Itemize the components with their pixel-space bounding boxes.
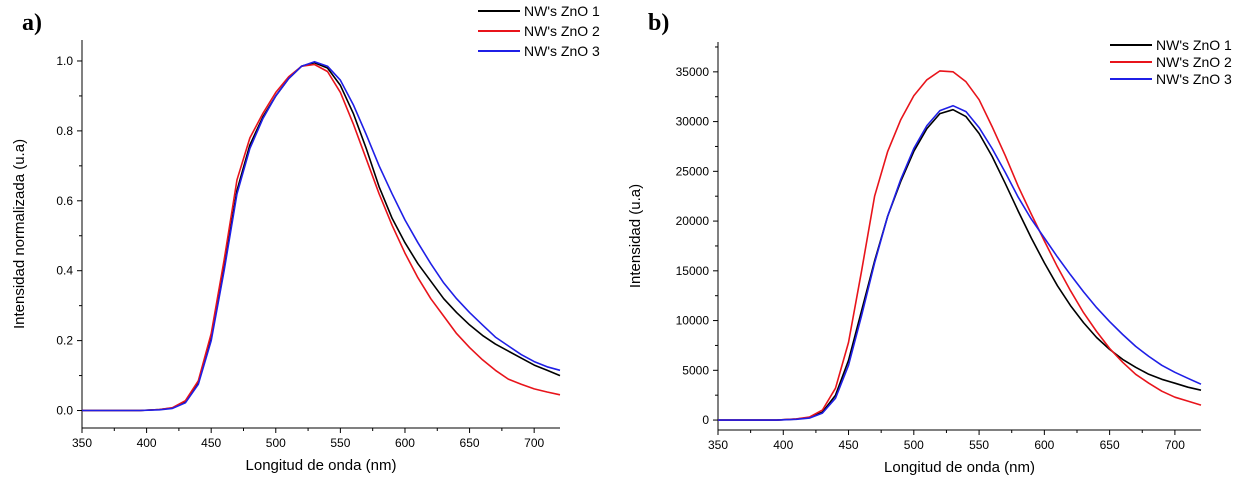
y-tick-label: 35000 bbox=[676, 65, 710, 79]
x-tick-label: 550 bbox=[969, 438, 989, 452]
x-tick-label: 650 bbox=[1100, 438, 1120, 452]
x-tick-label: 450 bbox=[839, 438, 859, 452]
y-axis-title: Intensidad (u.a) bbox=[627, 184, 644, 288]
x-tick-label: 450 bbox=[201, 436, 221, 450]
y-tick-label: 0.8 bbox=[56, 124, 73, 138]
series-line-2 bbox=[718, 70, 1202, 421]
x-tick-label: 550 bbox=[330, 436, 350, 450]
x-tick-label: 700 bbox=[524, 436, 544, 450]
y-tick-label: 0.2 bbox=[56, 334, 73, 348]
y-tick-label: 5000 bbox=[682, 363, 709, 377]
legend-label-1: NW's ZnO 1 bbox=[524, 3, 600, 19]
x-tick-label: 400 bbox=[137, 436, 157, 450]
y-tick-label: 20000 bbox=[676, 214, 710, 228]
x-tick-label: 700 bbox=[1165, 438, 1185, 452]
legend-label-1: NW's ZnO 1 bbox=[1156, 37, 1232, 53]
x-tick-label: 600 bbox=[395, 436, 415, 450]
legend: NW's ZnO 1NW's ZnO 2NW's ZnO 3 bbox=[1110, 37, 1232, 87]
series-line-1 bbox=[82, 61, 561, 412]
series-line-2 bbox=[82, 63, 561, 412]
y-tick-label: 0 bbox=[702, 413, 709, 427]
x-axis-title: Longitud de onda (nm) bbox=[246, 457, 397, 474]
x-tick-label: 600 bbox=[1034, 438, 1054, 452]
panel-letter: a) bbox=[22, 10, 42, 36]
y-tick-label: 30000 bbox=[676, 115, 710, 129]
x-axis-title: Longitud de onda (nm) bbox=[884, 459, 1035, 476]
legend-label-3: NW's ZnO 3 bbox=[524, 43, 600, 59]
y-tick-label: 15000 bbox=[676, 264, 710, 278]
x-tick-label: 350 bbox=[708, 438, 728, 452]
chart-panel-2: b) 350 400 450 500 550 600 650 700 0 5000 10000 1500… bbox=[627, 10, 1232, 476]
series-line-1 bbox=[718, 108, 1202, 421]
x-tick-label: 650 bbox=[460, 436, 480, 450]
legend: NW's ZnO 1 NW's ZnO 2 NW's ZnO 3 bbox=[478, 3, 600, 59]
y-axis-title: Intensidad normalizada (u.a) bbox=[11, 139, 28, 329]
legend-label-2: NW's ZnO 2 bbox=[1156, 54, 1232, 70]
series-line-3 bbox=[718, 104, 1202, 421]
chart-panel-1: a) 350 400 450 500 550 600 650 700 0.0 0.2 0.4 0.6 0.… bbox=[11, 3, 600, 474]
y-tick-label: 25000 bbox=[676, 164, 710, 178]
x-tick-label: 500 bbox=[266, 436, 286, 450]
panel-letter: b) bbox=[648, 10, 669, 36]
legend-label-2: NW's ZnO 2 bbox=[524, 23, 600, 39]
series-line-3 bbox=[82, 60, 561, 412]
legend-label-3: NW's ZnO 3 bbox=[1156, 71, 1232, 87]
y-tick-label: 10000 bbox=[676, 314, 710, 328]
y-tick-label: 0.6 bbox=[56, 194, 73, 208]
y-tick-label: 0.4 bbox=[56, 264, 73, 278]
x-tick-label: 350 bbox=[72, 436, 92, 450]
y-tick-label: 0.0 bbox=[56, 404, 73, 418]
y-tick-label: 1.0 bbox=[56, 54, 73, 68]
x-tick-label: 500 bbox=[904, 438, 924, 452]
x-tick-label: 400 bbox=[773, 438, 793, 452]
